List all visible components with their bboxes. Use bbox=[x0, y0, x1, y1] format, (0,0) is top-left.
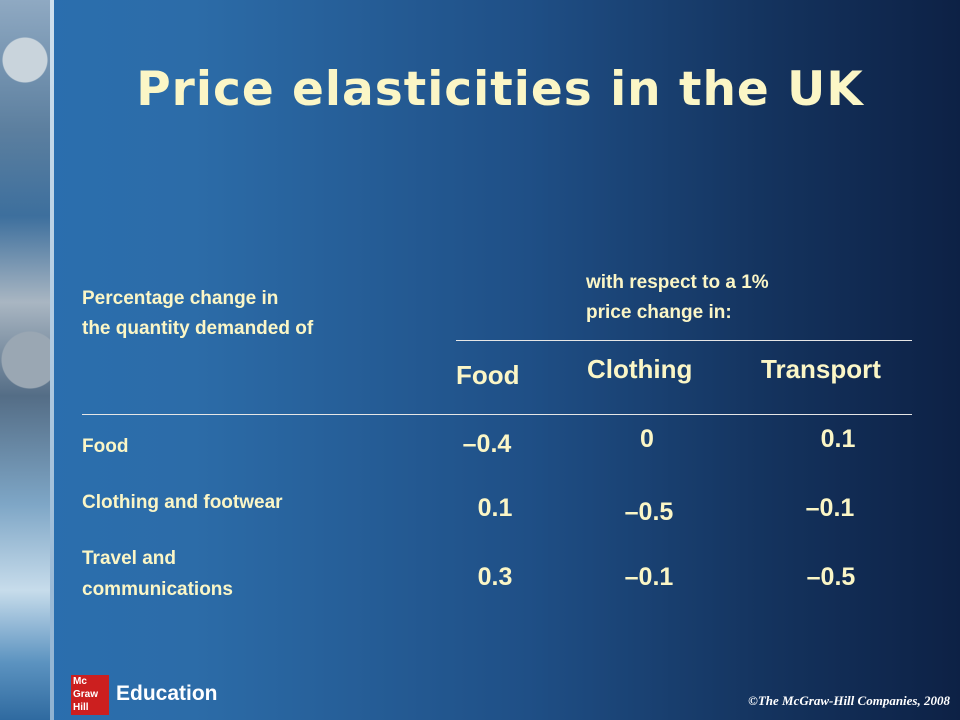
cell-travel-food: 0.3 bbox=[477, 563, 513, 591]
left-header-line2: the quantity demanded of bbox=[82, 318, 314, 339]
strip-border bbox=[50, 0, 54, 720]
row-label-food: Food bbox=[82, 436, 129, 457]
left-header-line1: Percentage change in bbox=[82, 288, 279, 309]
row-label-travel-line2: communications bbox=[82, 579, 233, 600]
row-label-clothing: Clothing and footwear bbox=[82, 492, 283, 513]
right-header-line2: price change in: bbox=[586, 302, 732, 323]
cell-food-food: –0.4 bbox=[462, 430, 512, 458]
copyright-notice: ©The McGraw-Hill Companies, 2008 bbox=[748, 693, 950, 708]
cell-food-transport: 0.1 bbox=[820, 425, 856, 453]
cell-clothing-transport: –0.1 bbox=[805, 494, 855, 522]
header-divider bbox=[456, 340, 912, 341]
cell-clothing-clothing: –0.5 bbox=[624, 498, 674, 526]
cell-clothing-food: 0.1 bbox=[477, 494, 513, 522]
cell-travel-transport: –0.5 bbox=[806, 563, 856, 591]
column-header-food: Food bbox=[456, 360, 520, 390]
decorative-image-strip bbox=[0, 0, 50, 720]
column-header-transport: Transport bbox=[761, 354, 881, 384]
column-header-clothing: Clothing bbox=[587, 354, 693, 384]
cell-food-clothing: 0 bbox=[640, 425, 654, 453]
slide-title: Price elasticities in the UK bbox=[136, 62, 864, 117]
right-header-line1: with respect to a 1% bbox=[586, 272, 769, 293]
cell-travel-clothing: –0.1 bbox=[624, 563, 674, 591]
mcgraw-hill-logo: Mc Graw Hill bbox=[71, 675, 109, 715]
row-label-travel-line1: Travel and bbox=[82, 548, 176, 569]
table-divider bbox=[82, 414, 912, 415]
brand-education: Education bbox=[116, 682, 218, 705]
